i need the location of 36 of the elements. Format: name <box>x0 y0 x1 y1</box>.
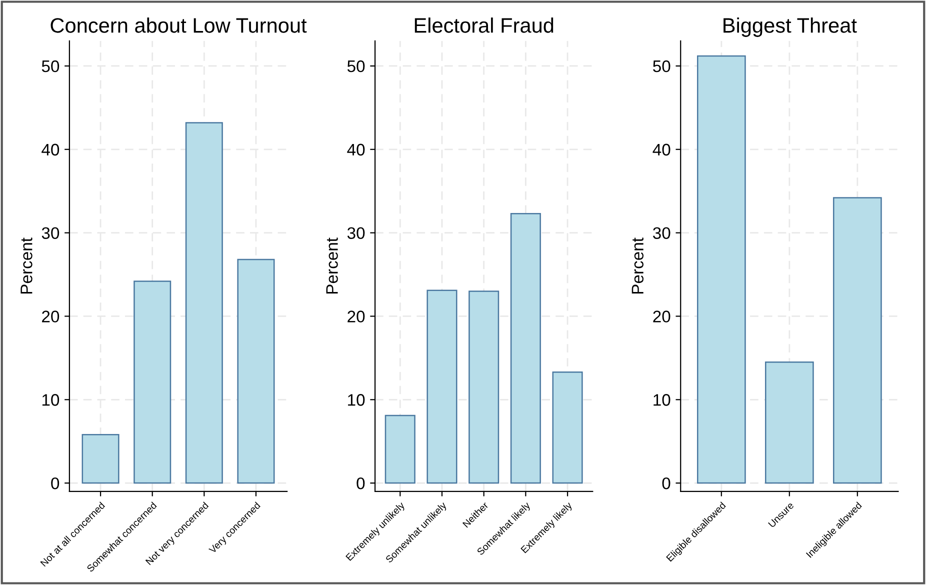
bar <box>185 122 223 484</box>
y-tick-label: 40 <box>42 144 60 156</box>
bar <box>696 55 746 484</box>
y-tick-label: 10 <box>42 394 60 406</box>
y-axis-title: Percent <box>632 238 644 294</box>
y-tick-label: 50 <box>653 60 670 72</box>
y-axis-title: Percent <box>20 238 32 294</box>
bar <box>237 258 275 484</box>
bar <box>468 290 500 484</box>
y-tick-label: 0 <box>356 477 365 490</box>
bar <box>426 290 458 484</box>
bar <box>552 371 583 484</box>
y-tick-label: 0 <box>51 477 60 490</box>
bar <box>82 434 120 484</box>
bar <box>764 361 814 484</box>
y-tick-label: 0 <box>662 477 670 490</box>
bar <box>510 212 541 484</box>
y-tick-label: 40 <box>652 144 670 156</box>
y-tick-label: 30 <box>652 227 670 240</box>
y-tick-label: 20 <box>42 310 60 322</box>
y-tick-label: 10 <box>654 394 670 406</box>
chart-title: Biggest Threat <box>724 18 857 37</box>
chart-title: Electoral Fraud <box>414 18 554 33</box>
y-tick-label: 20 <box>653 310 670 322</box>
y-tick-label: 30 <box>347 227 365 240</box>
y-axis-title: Percent <box>326 238 338 294</box>
bar <box>832 197 882 484</box>
y-tick-label: 10 <box>348 394 365 406</box>
y-tick-label: 50 <box>42 60 60 72</box>
y-tick-label: 30 <box>42 227 60 240</box>
bar <box>384 414 416 484</box>
y-tick-label: 40 <box>347 144 365 156</box>
chart-title: Concern about Low Turnout <box>50 18 307 33</box>
y-tick-label: 50 <box>347 60 365 72</box>
bar <box>134 280 172 484</box>
y-tick-label: 20 <box>348 310 365 322</box>
